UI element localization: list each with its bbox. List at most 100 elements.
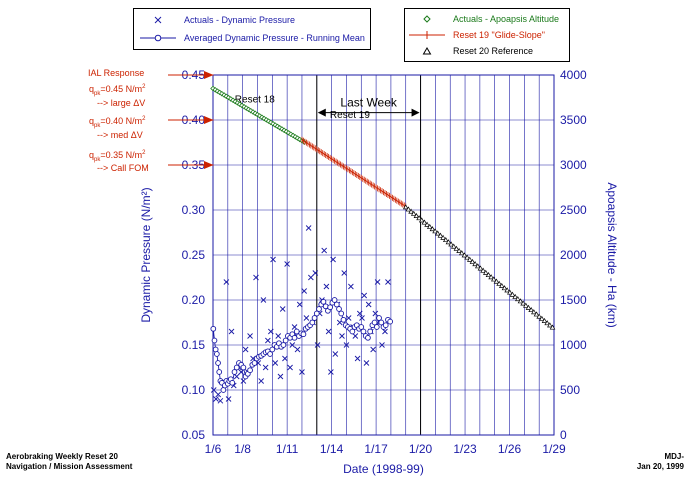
dynamic-pressure-point bbox=[215, 391, 222, 398]
y-right-tick-label: 2000 bbox=[560, 248, 587, 262]
running-mean-point bbox=[229, 379, 236, 386]
running-mean-point bbox=[212, 346, 219, 353]
x-tick-label: 1/23 bbox=[453, 442, 477, 456]
y-left-axis-label: Dynamic Pressure (N/m²) bbox=[139, 187, 153, 322]
dynamic-pressure-point bbox=[303, 315, 310, 321]
running-mean-point bbox=[373, 324, 380, 330]
plot-frame bbox=[212, 74, 555, 436]
x-mark-stroke bbox=[352, 333, 359, 339]
reset20-point bbox=[477, 265, 484, 271]
reset20-point bbox=[528, 306, 534, 313]
apoapsis-point bbox=[272, 122, 279, 128]
dynamic-pressure-point bbox=[374, 279, 381, 285]
reset20-point bbox=[464, 254, 470, 260]
reset20-point bbox=[541, 317, 548, 323]
last-week-arrow-head-right bbox=[411, 108, 420, 117]
apoapsis-point bbox=[248, 107, 254, 114]
apoapsis-point bbox=[243, 105, 250, 111]
x-mark-stroke bbox=[382, 328, 388, 335]
apoapsis-point bbox=[234, 100, 241, 106]
running-mean-point bbox=[267, 351, 273, 357]
dynamic-pressure-point bbox=[356, 310, 363, 317]
x-mark-stroke bbox=[343, 342, 350, 348]
ial-action-045: --> large ΔV bbox=[97, 98, 146, 108]
reset20-point bbox=[501, 285, 508, 291]
x-mark-stroke bbox=[345, 315, 352, 321]
running-mean-point bbox=[300, 331, 307, 338]
x-tick-label: 1/26 bbox=[498, 442, 522, 456]
dynamic-pressure-point bbox=[258, 378, 265, 384]
dynamic-pressure-point bbox=[228, 328, 235, 335]
reset20-point bbox=[402, 204, 409, 210]
dynamic-pressure-point bbox=[370, 346, 376, 353]
running-mean-point bbox=[338, 310, 345, 317]
x-mark-stroke bbox=[289, 342, 296, 348]
running-mean-point bbox=[251, 360, 258, 366]
reset20-point bbox=[410, 210, 417, 216]
running-mean-point bbox=[316, 306, 322, 312]
dynamic-pressure-point bbox=[385, 279, 391, 285]
dynamic-pressure-point bbox=[352, 333, 359, 339]
dynamic-pressure-point bbox=[330, 256, 336, 263]
reset20-point bbox=[405, 206, 412, 212]
circle-line-marker-icon bbox=[140, 34, 176, 42]
x-mark-stroke bbox=[223, 279, 230, 285]
x-mark-stroke bbox=[215, 391, 222, 398]
x-mark-stroke bbox=[308, 274, 314, 281]
reset20-point bbox=[429, 226, 436, 232]
reset20-point bbox=[442, 236, 449, 243]
dynamic-pressure-point bbox=[265, 337, 271, 344]
footer-right-line1: MDJ- bbox=[664, 452, 684, 461]
apoapsis-point bbox=[210, 85, 216, 92]
x-mark-stroke bbox=[365, 301, 372, 308]
x-mark-stroke bbox=[299, 369, 305, 375]
reset20-point bbox=[416, 215, 422, 221]
x-mark-stroke bbox=[361, 292, 368, 299]
ial-sup: 2 bbox=[142, 116, 146, 122]
x-mark-stroke bbox=[265, 337, 271, 344]
y-left-tick-label: 0.05 bbox=[182, 428, 206, 442]
dynamic-pressure-point bbox=[242, 346, 249, 353]
x-mark-stroke bbox=[354, 355, 361, 362]
apoapsis-point bbox=[212, 87, 218, 93]
reset20-point bbox=[453, 245, 460, 251]
dynamic-pressure-point bbox=[247, 333, 253, 339]
y-right-tick-label: 0 bbox=[560, 428, 567, 442]
x-mark-stroke bbox=[275, 333, 282, 339]
reset20-point bbox=[536, 313, 542, 319]
x-mark-stroke bbox=[240, 378, 247, 384]
reset20-point bbox=[491, 276, 497, 282]
plus-line-marker-icon bbox=[409, 31, 445, 39]
y-left-tick-label: 0.15 bbox=[182, 338, 206, 352]
dynamic-pressure-point bbox=[294, 346, 301, 353]
reset20-point bbox=[480, 267, 486, 273]
x-mark-stroke bbox=[323, 283, 330, 290]
reset18-label: Reset 18 bbox=[235, 94, 275, 105]
dynamic-pressure-point bbox=[359, 315, 365, 321]
ial-sup: 2 bbox=[142, 84, 146, 90]
x-mark-stroke bbox=[321, 247, 328, 254]
apoapsis-point bbox=[263, 117, 270, 123]
x-mark-stroke bbox=[279, 306, 286, 312]
dynamic-pressure-point bbox=[289, 342, 296, 348]
dynamic-pressure-point bbox=[305, 225, 312, 231]
x-mark-stroke bbox=[372, 310, 379, 317]
dynamic-pressure-point bbox=[275, 333, 282, 339]
legend-label: Actuals - Apoapsis Altitude bbox=[453, 14, 560, 24]
running-mean-point bbox=[371, 319, 378, 326]
y-left-tick-label: 0.10 bbox=[182, 383, 206, 397]
x-mark-stroke bbox=[262, 364, 269, 371]
y-right-tick-label: 2500 bbox=[560, 203, 587, 217]
ial-arrow-head bbox=[204, 71, 214, 79]
x-mark-stroke bbox=[260, 297, 267, 303]
x-mark-stroke bbox=[213, 396, 219, 402]
running-mean-point bbox=[240, 364, 247, 371]
x-mark-stroke bbox=[359, 315, 365, 321]
reset20-point bbox=[488, 274, 494, 280]
dynamic-pressure-point bbox=[339, 333, 345, 339]
x-mark-stroke bbox=[330, 256, 336, 263]
legend-label: Averaged Dynamic Pressure - Running Mean bbox=[184, 33, 365, 43]
running-mean-point bbox=[210, 325, 217, 332]
running-mean-point bbox=[280, 342, 287, 348]
reset20-point bbox=[408, 208, 414, 214]
